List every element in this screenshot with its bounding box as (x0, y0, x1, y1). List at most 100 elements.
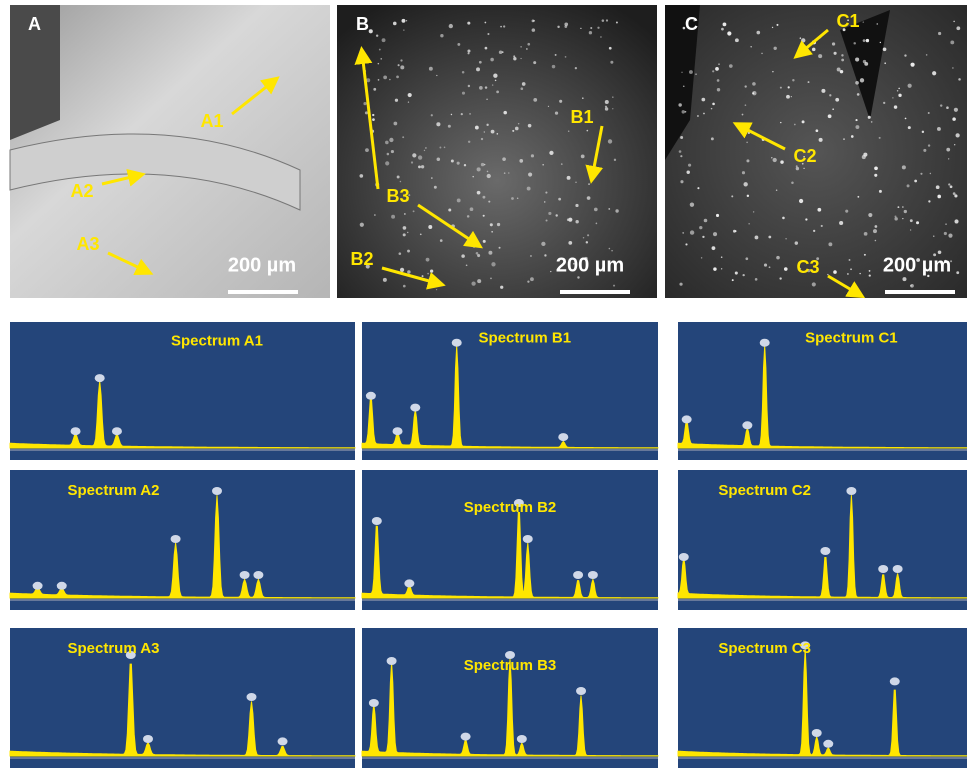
speckle (457, 43, 460, 46)
peak-marker (588, 571, 598, 579)
peak-marker (240, 571, 250, 579)
speckle (567, 176, 571, 180)
speckle (785, 238, 786, 239)
speckle (436, 289, 437, 290)
speckle (360, 223, 364, 227)
speckle (937, 195, 941, 199)
speckle (816, 129, 819, 132)
speckle (753, 211, 754, 212)
spectrum-title: Spectrum C3 (718, 640, 811, 657)
speckle (883, 47, 887, 51)
speckle (589, 31, 592, 34)
speckle (839, 221, 843, 225)
speckle (444, 147, 446, 149)
speckle (847, 273, 849, 275)
speckle (926, 54, 928, 56)
speckle (791, 96, 792, 97)
speckle (880, 42, 881, 43)
spectrum-title: Spectrum B1 (479, 330, 572, 347)
speckle (616, 21, 618, 23)
speckle (791, 181, 794, 184)
speckle (436, 75, 437, 76)
speckle (490, 223, 493, 226)
speckle (952, 117, 956, 121)
speckle (944, 232, 947, 235)
speckle (564, 22, 568, 26)
speckle (395, 99, 398, 102)
speckle (513, 55, 515, 57)
speckle (800, 37, 802, 39)
speckle (407, 232, 408, 233)
speckle (528, 124, 532, 128)
scale-label: 200 µm (228, 254, 296, 276)
speckle (894, 215, 896, 217)
speckle (792, 79, 794, 81)
speckle (439, 147, 441, 149)
speckle (834, 52, 837, 55)
speckle (389, 138, 393, 142)
speckle (508, 172, 509, 173)
peak-marker (461, 733, 471, 741)
panel-letter: B (356, 14, 369, 34)
peak-marker (846, 487, 856, 495)
speckle (609, 47, 612, 50)
peak-marker (452, 339, 462, 347)
speckle (908, 126, 911, 129)
peak-marker (523, 535, 533, 543)
speckle (437, 157, 441, 161)
peak-marker (57, 582, 67, 590)
speckle (488, 201, 490, 203)
speckle (948, 234, 952, 238)
speckle (545, 192, 547, 194)
speckle (868, 116, 871, 119)
speckle (378, 79, 380, 81)
peak-marker (410, 404, 420, 412)
speckle (413, 210, 415, 212)
speckle (803, 168, 804, 169)
speckle (491, 130, 495, 134)
speckle (812, 48, 816, 52)
speckle (470, 207, 474, 211)
speckle (421, 165, 424, 168)
speckle (956, 133, 960, 137)
speckle (950, 185, 953, 188)
speckle (440, 239, 443, 242)
peak-marker (573, 571, 583, 579)
speckle (462, 71, 465, 74)
speckle (712, 103, 715, 106)
speckle (945, 223, 947, 225)
scale-label: 200 µm (556, 254, 624, 276)
speckle (484, 164, 486, 166)
speckle (701, 98, 705, 102)
speckle (780, 87, 782, 89)
speckle (544, 201, 545, 202)
speckle (748, 223, 750, 225)
speckle (605, 107, 608, 110)
speckle (946, 106, 949, 109)
speckle (958, 78, 961, 81)
speckle (681, 72, 682, 73)
speckle (497, 223, 500, 226)
speckle (391, 150, 394, 153)
speckle (577, 276, 579, 278)
speckle (499, 247, 501, 249)
speckle (369, 29, 373, 33)
speckle (695, 73, 697, 75)
peak-marker (823, 740, 833, 748)
speckle (750, 46, 751, 47)
speckle (481, 163, 484, 166)
speckle (853, 42, 855, 44)
speckle (871, 121, 873, 123)
speckle (794, 124, 796, 126)
speckle (549, 151, 553, 155)
speckle (527, 281, 529, 283)
speckle (397, 175, 400, 178)
speckle (953, 192, 956, 195)
speckle (400, 268, 404, 272)
speckle (723, 22, 727, 26)
speckle (374, 214, 376, 216)
peak-marker (143, 735, 153, 743)
speckle (768, 236, 771, 239)
peak-marker (890, 677, 900, 685)
peak-marker (171, 535, 181, 543)
